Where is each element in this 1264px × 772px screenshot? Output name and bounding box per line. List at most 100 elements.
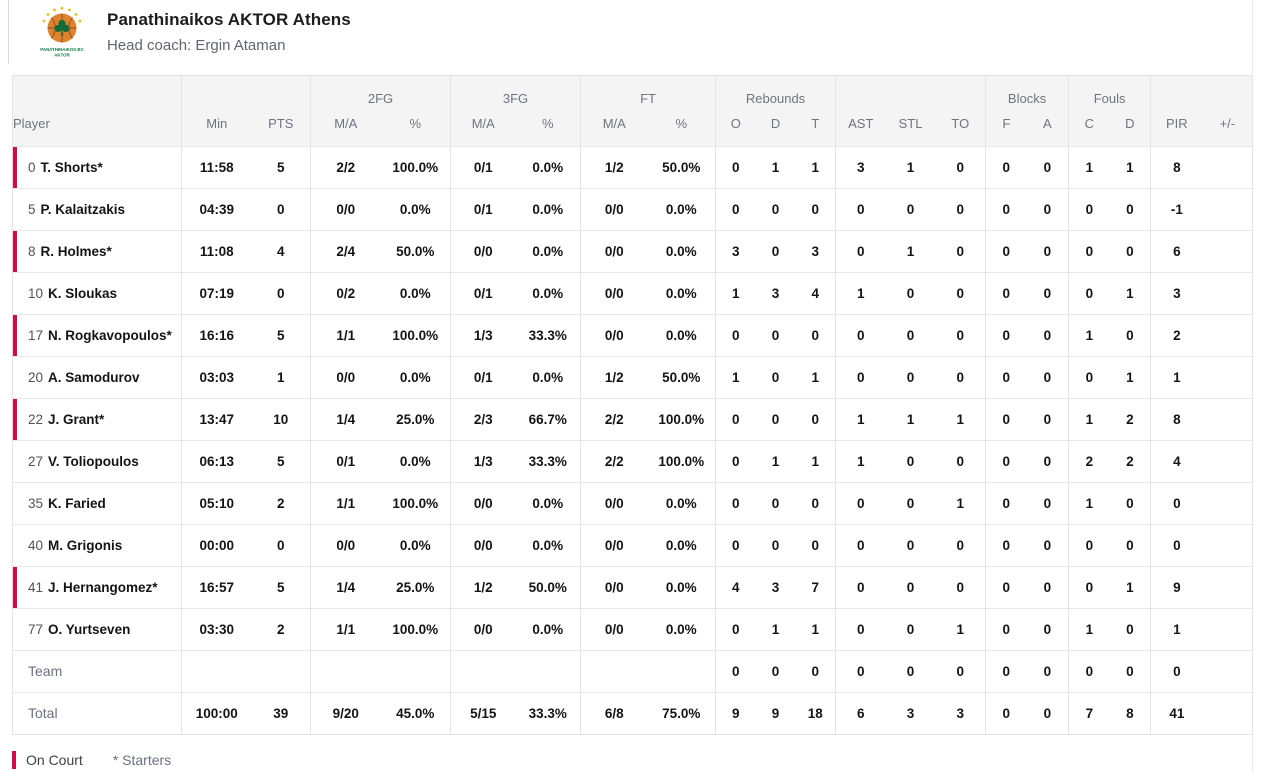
stat-3fg-pct: 66.7% [515,398,581,441]
stat-to: 1 [935,482,986,525]
stat-foul-c: 0 [1068,356,1110,399]
player-number: 0 [28,160,36,175]
column-header-ft-pct: % [647,109,716,147]
stat-ft-ma: 6/8 [580,692,648,735]
stat-pir: 8 [1150,146,1203,189]
stat-foul-d: 1 [1109,356,1151,399]
stat-to: 0 [935,272,986,315]
stat-pts: 2 [251,482,311,525]
stat-foul-d: 2 [1109,398,1151,441]
stat-pts: 5 [251,566,311,609]
stat-foul-c: 0 [1068,188,1110,231]
stat-blk-a: 0 [1026,482,1069,525]
stat-ft-pct: 0.0% [647,188,716,231]
stat-reb-t: 0 [795,314,836,357]
player-name: O. Yurtseven [48,622,131,637]
stat-ft-pct: 0.0% [647,524,716,567]
stat-reb-o: 0 [715,524,756,567]
stat-ft-pct: 0.0% [647,566,716,609]
stat-foul-c: 0 [1068,566,1110,609]
stat-reb-t: 1 [795,356,836,399]
stat-3fg-ma: 0/1 [450,188,516,231]
stat-ft-pct: 0.0% [647,482,716,525]
stat-pir: 9 [1150,566,1203,609]
stat-blk-f: 0 [985,482,1027,525]
stat-3fg-pct: 0.0% [515,230,581,273]
stat-blk-a: 0 [1026,440,1069,483]
stat-stl: 0 [885,566,936,609]
stat-blk-f: 0 [985,692,1027,735]
player-number: 35 [28,496,44,511]
team-header: PANATHINAIKOS BC AKTOR Panathinaikos AKT… [8,0,1252,64]
player-name: P. Kalaitzakis [40,202,126,217]
head-coach: Head coach: Ergin Ataman [107,37,286,54]
stat-min [181,650,252,693]
stat-pir: 4 [1150,440,1203,483]
stat-reb-o: 0 [715,440,756,483]
stat-plusminus [1202,314,1253,357]
column-header-pir: PIR [1150,109,1203,147]
table-row: 27 V. Toliopoulos 06:13 5 0/1 0.0% 1/3 33… [12,440,1253,483]
stat-3fg-pct: 0.0% [515,356,581,399]
stat-foul-d: 0 [1109,188,1151,231]
stat-foul-c: 1 [1068,146,1110,189]
logo-text-line1: PANATHINAIKOS BC [40,47,84,52]
group-rebounds: Rebounds [715,75,836,109]
stat-to: 0 [935,356,986,399]
stat-to: 0 [935,440,986,483]
stat-3fg-ma: 0/1 [450,146,516,189]
stat-to: 0 [935,188,986,231]
stat-ast: 3 [835,146,886,189]
stats-tbody: 0 T. Shorts* 11:58 5 2/2 100.0% 0/1 0.0% … [12,146,1253,735]
stat-ast: 0 [835,524,886,567]
stat-reb-o: 1 [715,356,756,399]
stat-ft-ma: 2/2 [580,398,648,441]
table-header: 2FG 3FG FT Rebounds Blocks Fouls Player … [12,75,1253,147]
stat-blk-a: 0 [1026,146,1069,189]
stat-2fg-pct [380,650,451,693]
stat-stl: 0 [885,482,936,525]
stat-blk-f: 0 [985,356,1027,399]
stat-foul-d: 2 [1109,440,1151,483]
table-row: 22 J. Grant* 13:47 10 1/4 25.0% 2/3 66.7%… [12,398,1253,441]
stat-plusminus [1202,524,1253,567]
stat-foul-c: 2 [1068,440,1110,483]
stat-reb-o: 0 [715,482,756,525]
stat-2fg-pct: 0.0% [380,356,451,399]
stat-2fg-pct: 25.0% [380,566,451,609]
stat-plusminus [1202,440,1253,483]
player-name: R. Holmes* [40,244,112,259]
table-row: 20 A. Samodurov 03:03 1 0/0 0.0% 0/1 0.0%… [12,356,1253,399]
table-row: 0 T. Shorts* 11:58 5 2/2 100.0% 0/1 0.0% … [12,146,1253,189]
player-name: K. Sloukas [48,286,118,301]
stat-2fg-ma [310,650,381,693]
stat-min: 03:30 [181,608,252,651]
stat-stl: 0 [885,440,936,483]
stat-reb-o: 3 [715,230,756,273]
column-header-foul-c: C [1068,109,1110,147]
player-cell: 20 A. Samodurov [12,356,182,399]
stat-pts: 4 [251,230,311,273]
stat-plusminus [1202,188,1253,231]
stat-2fg-ma: 1/4 [310,398,381,441]
stat-reb-o: 9 [715,692,756,735]
stat-ast: 0 [835,566,886,609]
stat-3fg-pct: 0.0% [515,188,581,231]
stat-blk-f: 0 [985,188,1027,231]
stat-3fg-pct: 33.3% [515,692,581,735]
player-number: 17 [28,328,44,343]
stat-ft-pct: 75.0% [647,692,716,735]
stat-stl: 1 [885,230,936,273]
team-row: Team 0 0 0 0 0 0 0 0 0 0 0 [12,650,1253,693]
on-court-indicator-icon [12,751,16,769]
stat-plusminus [1202,650,1253,693]
legend-starters-label: * Starters [112,752,172,768]
player-cell: 27 V. Toliopoulos [12,440,182,483]
stat-blk-f: 0 [985,440,1027,483]
stat-ft-pct: 100.0% [647,440,716,483]
stat-ft-pct [647,650,716,693]
stat-reb-d: 0 [755,650,796,693]
player-cell: 5 P. Kalaitzakis [12,188,182,231]
stat-blk-f: 0 [985,566,1027,609]
stat-to: 0 [935,146,986,189]
